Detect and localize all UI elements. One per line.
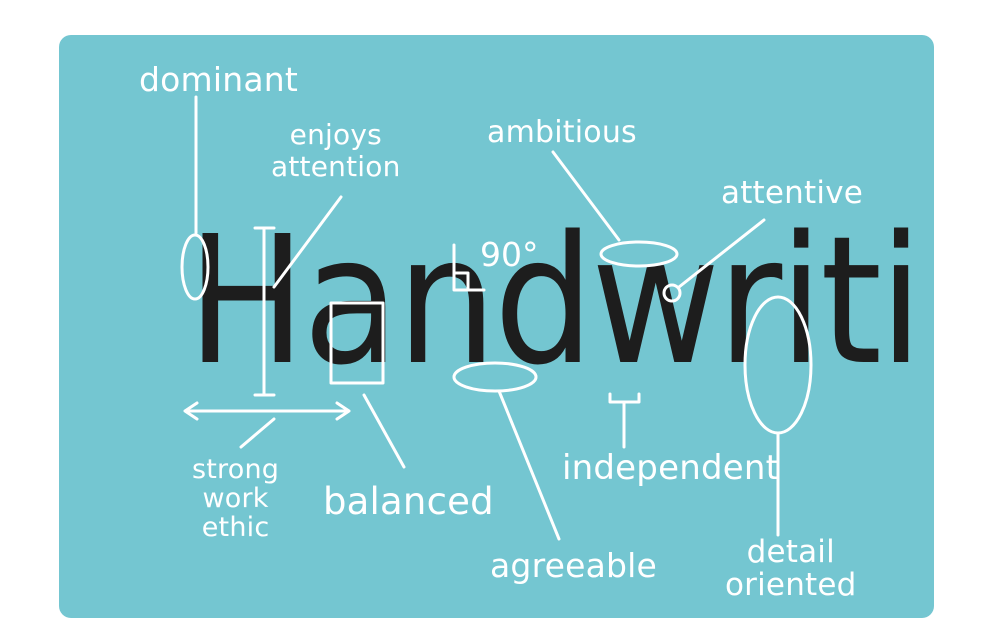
- spacing-arrow: [183, 401, 351, 421]
- label-ambitious: ambitious: [487, 115, 637, 150]
- strong-work-ethic-leader: [239, 417, 276, 449]
- agreeable-leader: [497, 389, 561, 541]
- handwriting-diagram: Handwriting: [59, 35, 934, 618]
- label-attention: attention: [271, 150, 401, 183]
- label-agreeable: agreeable: [490, 546, 658, 585]
- height-bracket: [253, 226, 276, 397]
- attentive-circle: [662, 283, 682, 303]
- label-attentive: attentive: [721, 175, 864, 211]
- label-oriented: oriented: [725, 567, 857, 603]
- label-ethic: ethic: [201, 512, 270, 543]
- independent-bracket: [608, 392, 641, 449]
- label-work: work: [202, 483, 269, 514]
- balanced-box: [329, 301, 385, 385]
- label-enjoys: enjoys: [289, 118, 382, 151]
- label-detail-oriented: detail oriented: [725, 537, 857, 601]
- label-balanced: balanced: [323, 480, 494, 523]
- label-independent: independent: [562, 448, 780, 488]
- label-dominant: dominant: [139, 60, 299, 99]
- enjoys-attention-leader: [272, 195, 343, 289]
- label-detail: detail: [746, 534, 835, 570]
- ambitious-leader: [551, 150, 621, 242]
- annotation-lines: [180, 95, 813, 541]
- label-strong-work-ethic: strong work ethic: [192, 456, 279, 541]
- angle-label: 90°: [480, 235, 539, 274]
- balanced-leader: [362, 393, 406, 469]
- attentive-leader: [677, 218, 766, 289]
- label-enjoys-attention: enjoys attention: [271, 121, 401, 181]
- agreeable-oval: [452, 361, 538, 393]
- detail-oriented-oval: [743, 295, 813, 435]
- label-strong: strong: [192, 454, 280, 485]
- dominant-oval: [180, 233, 210, 301]
- ambitious-oval: [599, 240, 679, 268]
- right-angle-mark: [452, 243, 486, 292]
